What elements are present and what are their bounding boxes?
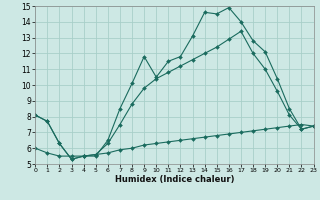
X-axis label: Humidex (Indice chaleur): Humidex (Indice chaleur) <box>115 175 234 184</box>
